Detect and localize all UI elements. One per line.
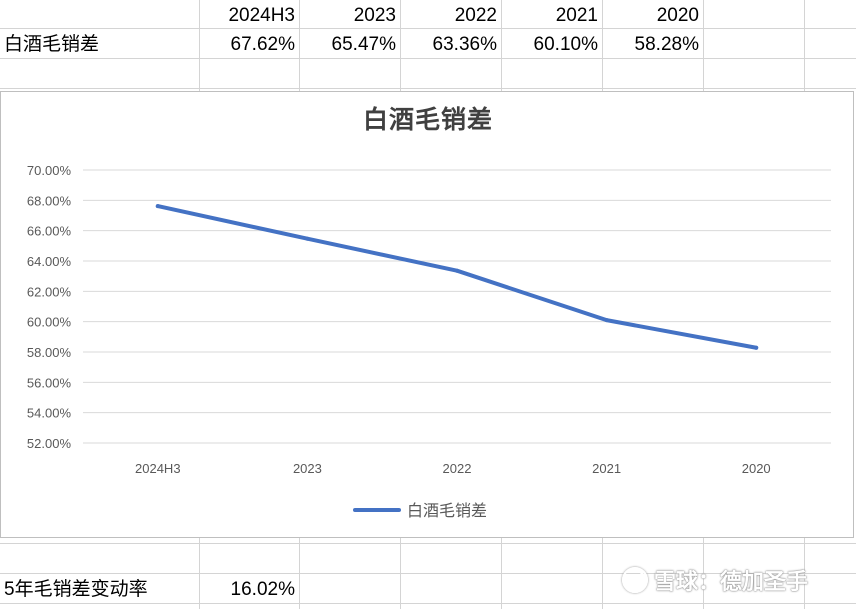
value-cell-2022[interactable]: 63.36% [432,34,497,55]
value-cell-2020[interactable]: 58.28% [634,34,699,55]
y-tick-label: 68.00% [27,193,72,208]
y-tick-label: 66.00% [27,224,72,239]
legend-label: 白酒毛销差 [407,502,487,520]
header-cell-2022[interactable]: 2022 [454,5,497,26]
line-chart[interactable]: 白酒毛销差 70.00% 68.00% 66.00% 64.00% 62.00% 60.0… [0,91,854,538]
footer-label-cell[interactable]: 5年毛销差变动率 [4,579,148,600]
y-tick-label: 52.00% [27,436,72,451]
snowball-logo-icon [622,567,648,593]
x-tick-label: 2024H3 [135,461,181,476]
header-cell-2021[interactable]: 2021 [555,5,598,26]
value-cell-2024h3[interactable]: 67.62% [230,34,295,55]
row-label-cell[interactable]: 白酒毛销差 [4,34,100,55]
y-tick-label: 62.00% [27,284,72,299]
header-cell-2023[interactable]: 2023 [353,5,396,26]
data-point[interactable] [455,268,459,273]
value-cell-2021[interactable]: 60.10% [533,34,598,55]
footer-value-cell[interactable]: 16.02% [230,579,295,600]
y-tick-label: 54.00% [27,406,72,421]
x-tick-label: 2023 [293,461,322,476]
y-tick-label: 56.00% [27,375,72,390]
x-tick-label: 2020 [742,461,771,476]
x-tick-label: 2022 [443,461,472,476]
watermark: 雪球：德加圣手 [622,565,808,595]
header-cell-2020[interactable]: 2020 [656,5,699,26]
data-point[interactable] [604,318,609,323]
header-cell-2024h3[interactable]: 2024H3 [228,5,295,26]
chart-plot: 70.00% 68.00% 66.00% 64.00% 62.00% 60.00% 58.0… [27,163,831,520]
y-tick-label: 70.00% [27,163,72,178]
data-point[interactable] [754,345,759,350]
value-cell-2023[interactable]: 65.47% [331,34,396,55]
data-point[interactable] [305,236,310,241]
y-tick-label: 64.00% [27,254,72,269]
series-line[interactable] [155,204,759,350]
data-point[interactable] [155,204,160,209]
y-tick-label: 60.00% [27,315,72,330]
watermark-text: 雪球：德加圣手 [654,569,809,594]
chart-title: 白酒毛销差 [362,106,493,134]
x-tick-label: 2021 [592,461,621,476]
y-tick-label: 58.00% [27,345,72,360]
